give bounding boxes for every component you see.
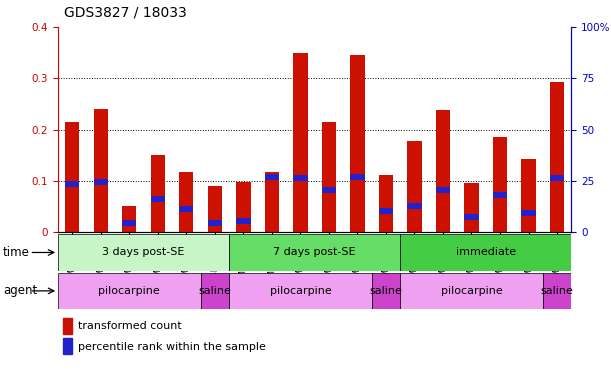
Text: saline: saline — [199, 286, 232, 296]
Bar — [65, 181, 79, 187]
Text: time: time — [3, 246, 30, 259]
Bar — [400, 234, 571, 271]
Bar — [379, 175, 393, 232]
Bar — [550, 82, 564, 232]
Bar — [151, 196, 165, 202]
Bar — [408, 202, 422, 209]
Bar — [236, 218, 251, 224]
Bar — [322, 122, 336, 232]
Text: transformed count: transformed count — [78, 321, 181, 331]
Bar — [543, 273, 571, 309]
Bar — [200, 273, 229, 309]
Bar — [408, 141, 422, 232]
Text: percentile rank within the sample: percentile rank within the sample — [78, 342, 265, 352]
Bar — [265, 174, 279, 180]
Text: pilocarpine: pilocarpine — [269, 286, 331, 296]
Bar — [65, 122, 79, 232]
Bar — [236, 182, 251, 232]
Bar — [293, 175, 307, 181]
Bar — [208, 220, 222, 226]
Bar — [521, 210, 536, 216]
Bar — [208, 186, 222, 232]
Bar — [229, 234, 400, 271]
Text: 7 days post-SE: 7 days post-SE — [273, 247, 356, 258]
Bar — [179, 206, 194, 212]
Bar — [350, 55, 365, 232]
Bar — [521, 159, 536, 232]
Bar — [58, 234, 229, 271]
Text: 3 days post-SE: 3 days post-SE — [103, 247, 185, 258]
Bar — [63, 318, 73, 334]
Text: agent: agent — [3, 285, 37, 297]
Bar — [436, 187, 450, 193]
Text: saline: saline — [541, 286, 574, 296]
Bar — [379, 208, 393, 214]
Bar — [400, 273, 543, 309]
Bar — [464, 182, 478, 232]
Text: saline: saline — [370, 286, 403, 296]
Bar — [229, 273, 371, 309]
Bar — [93, 179, 108, 185]
Bar — [436, 110, 450, 232]
Bar — [493, 137, 507, 232]
Bar — [179, 172, 194, 232]
Bar — [293, 53, 307, 232]
Bar — [265, 172, 279, 232]
Bar — [122, 205, 136, 232]
Text: pilocarpine: pilocarpine — [441, 286, 502, 296]
Bar — [322, 187, 336, 193]
Bar — [93, 109, 108, 232]
Bar — [151, 155, 165, 232]
Text: pilocarpine: pilocarpine — [98, 286, 160, 296]
Bar — [350, 174, 365, 180]
Text: immediate: immediate — [456, 247, 516, 258]
Text: GDS3827 / 18033: GDS3827 / 18033 — [64, 5, 187, 19]
Bar — [122, 220, 136, 226]
Bar — [550, 175, 564, 181]
Bar — [63, 338, 73, 354]
Bar — [371, 273, 400, 309]
Bar — [58, 273, 200, 309]
Bar — [493, 192, 507, 199]
Bar — [464, 214, 478, 220]
